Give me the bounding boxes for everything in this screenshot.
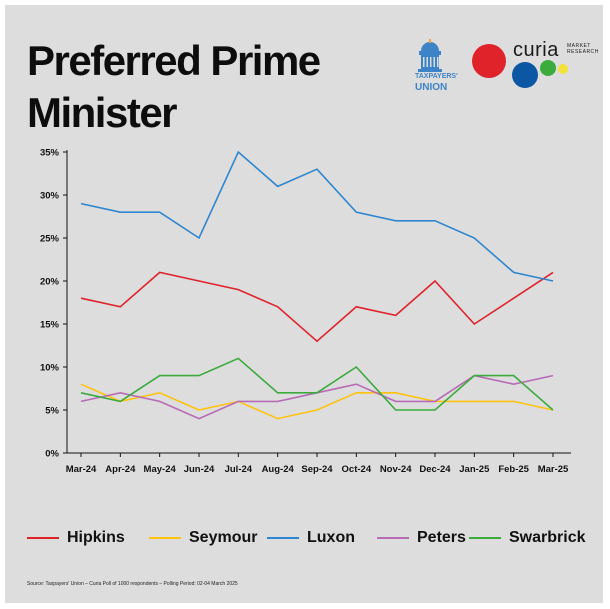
legend-swatch <box>267 537 299 539</box>
x-tick-label: Mar-25 <box>538 464 569 475</box>
curia-wordmark: curia <box>513 39 559 61</box>
series-line-swarbrick <box>80 357 554 411</box>
x-tick-label: Apr-24 <box>105 464 136 475</box>
x-tick-label: Jun-24 <box>184 464 215 475</box>
curia-tagline-2: RESEARCH <box>567 49 599 55</box>
x-tick-label: Feb-25 <box>498 464 529 475</box>
curia-circles-icon <box>472 44 568 88</box>
legend-label: Swarbrick <box>509 529 586 546</box>
legend-swatch <box>469 537 501 539</box>
series-line-peters <box>80 374 554 420</box>
x-tick-label: Oct-24 <box>342 464 372 475</box>
legend-label: Hipkins <box>67 529 125 546</box>
legend-label: Luxon <box>307 529 355 546</box>
legend-swatch <box>377 537 409 539</box>
legend: Hipkins Seymour Luxon Peters Swarbrick <box>27 527 597 551</box>
chart-title: Preferred Prime Minister <box>27 37 321 136</box>
y-tick-label: 15% <box>40 320 60 331</box>
capitol-dome-icon <box>418 39 442 72</box>
series-line-luxon <box>80 150 554 282</box>
x-tick-label: Dec-24 <box>419 464 451 475</box>
curia-logo: curia MARKET RESEARCH <box>467 39 599 95</box>
x-tick-label: Mar-24 <box>66 464 97 475</box>
curia-tagline-1: MARKET <box>567 43 591 49</box>
x-tick-label: Aug-24 <box>262 464 295 475</box>
logo-text-line2: UNION <box>415 82 448 93</box>
legend-swatch <box>27 537 59 539</box>
line-chart: 0% 5% 10% 15% 20% 25% 30% 35% Mar-24 Apr-24 May-24… <box>40 148 571 475</box>
chart-card: Preferred Prime Minister TAXPAYERS' UNIO… <box>5 5 603 603</box>
legend-label: Peters <box>417 529 466 546</box>
series-line-seymour <box>80 383 554 420</box>
y-tick-label: 20% <box>40 277 60 288</box>
x-tick-label: Sep-24 <box>301 464 333 475</box>
x-tick-label: Jan-25 <box>459 464 490 475</box>
series-line-hipkins <box>80 271 554 343</box>
y-tick-label: 30% <box>40 191 60 202</box>
y-tick-label: 25% <box>40 234 60 245</box>
source-note: Source: Taxpayers' Union – Curia Poll of… <box>27 581 238 587</box>
y-tick-label: 35% <box>40 148 60 159</box>
y-tick-label: 10% <box>40 363 60 374</box>
legend-swatch <box>149 537 181 539</box>
curia-tagline: MARKET RESEARCH <box>567 43 599 55</box>
logo-text-line1: TAXPAYERS' <box>415 73 458 80</box>
y-tick-label: 0% <box>45 449 59 460</box>
x-tick-label: Nov-24 <box>380 464 412 475</box>
taxpayers-union-logo: TAXPAYERS' UNION <box>415 39 458 95</box>
x-tick-label: May-24 <box>144 464 177 475</box>
x-tick-label: Jul-24 <box>225 464 253 475</box>
legend-label: Seymour <box>189 529 258 546</box>
y-tick-label: 5% <box>45 406 59 417</box>
